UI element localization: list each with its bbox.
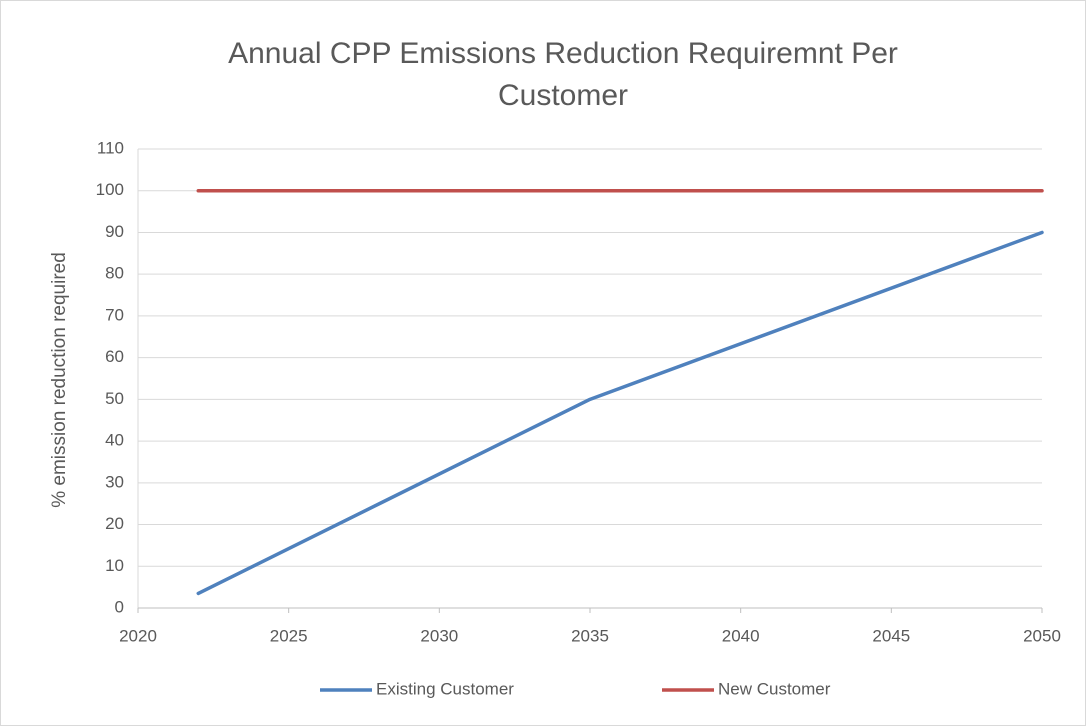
y-tick-label: 20 xyxy=(105,514,124,533)
y-tick-label: 90 xyxy=(105,222,124,241)
y-tick-label: 40 xyxy=(105,431,124,450)
x-tick-label: 2040 xyxy=(722,626,760,645)
x-tick-label: 2030 xyxy=(420,626,458,645)
x-tick-label: 2035 xyxy=(571,626,609,645)
legend-label: Existing Customer xyxy=(376,679,514,698)
x-tick-label: 2050 xyxy=(1023,626,1061,645)
y-tick-label: 70 xyxy=(105,305,124,324)
x-tick-label: 2045 xyxy=(872,626,910,645)
y-tick-label: 50 xyxy=(105,389,124,408)
x-tick-label: 2020 xyxy=(119,626,157,645)
x-tick-label: 2025 xyxy=(270,626,308,645)
y-tick-label: 110 xyxy=(97,138,124,157)
y-tick-label: 10 xyxy=(105,556,124,575)
y-tick-label: 30 xyxy=(105,472,124,491)
series-line xyxy=(196,230,1044,596)
y-axis-label: % emission reduction required xyxy=(49,252,70,508)
y-tick-label: 0 xyxy=(115,597,124,616)
legend-label: New Customer xyxy=(718,679,831,698)
chart-title: Annual CPP Emissions Reduction Requiremn… xyxy=(228,37,898,112)
y-tick-label: 100 xyxy=(96,180,124,199)
y-tick-label: 80 xyxy=(105,264,124,283)
y-tick-label: 60 xyxy=(105,347,124,366)
